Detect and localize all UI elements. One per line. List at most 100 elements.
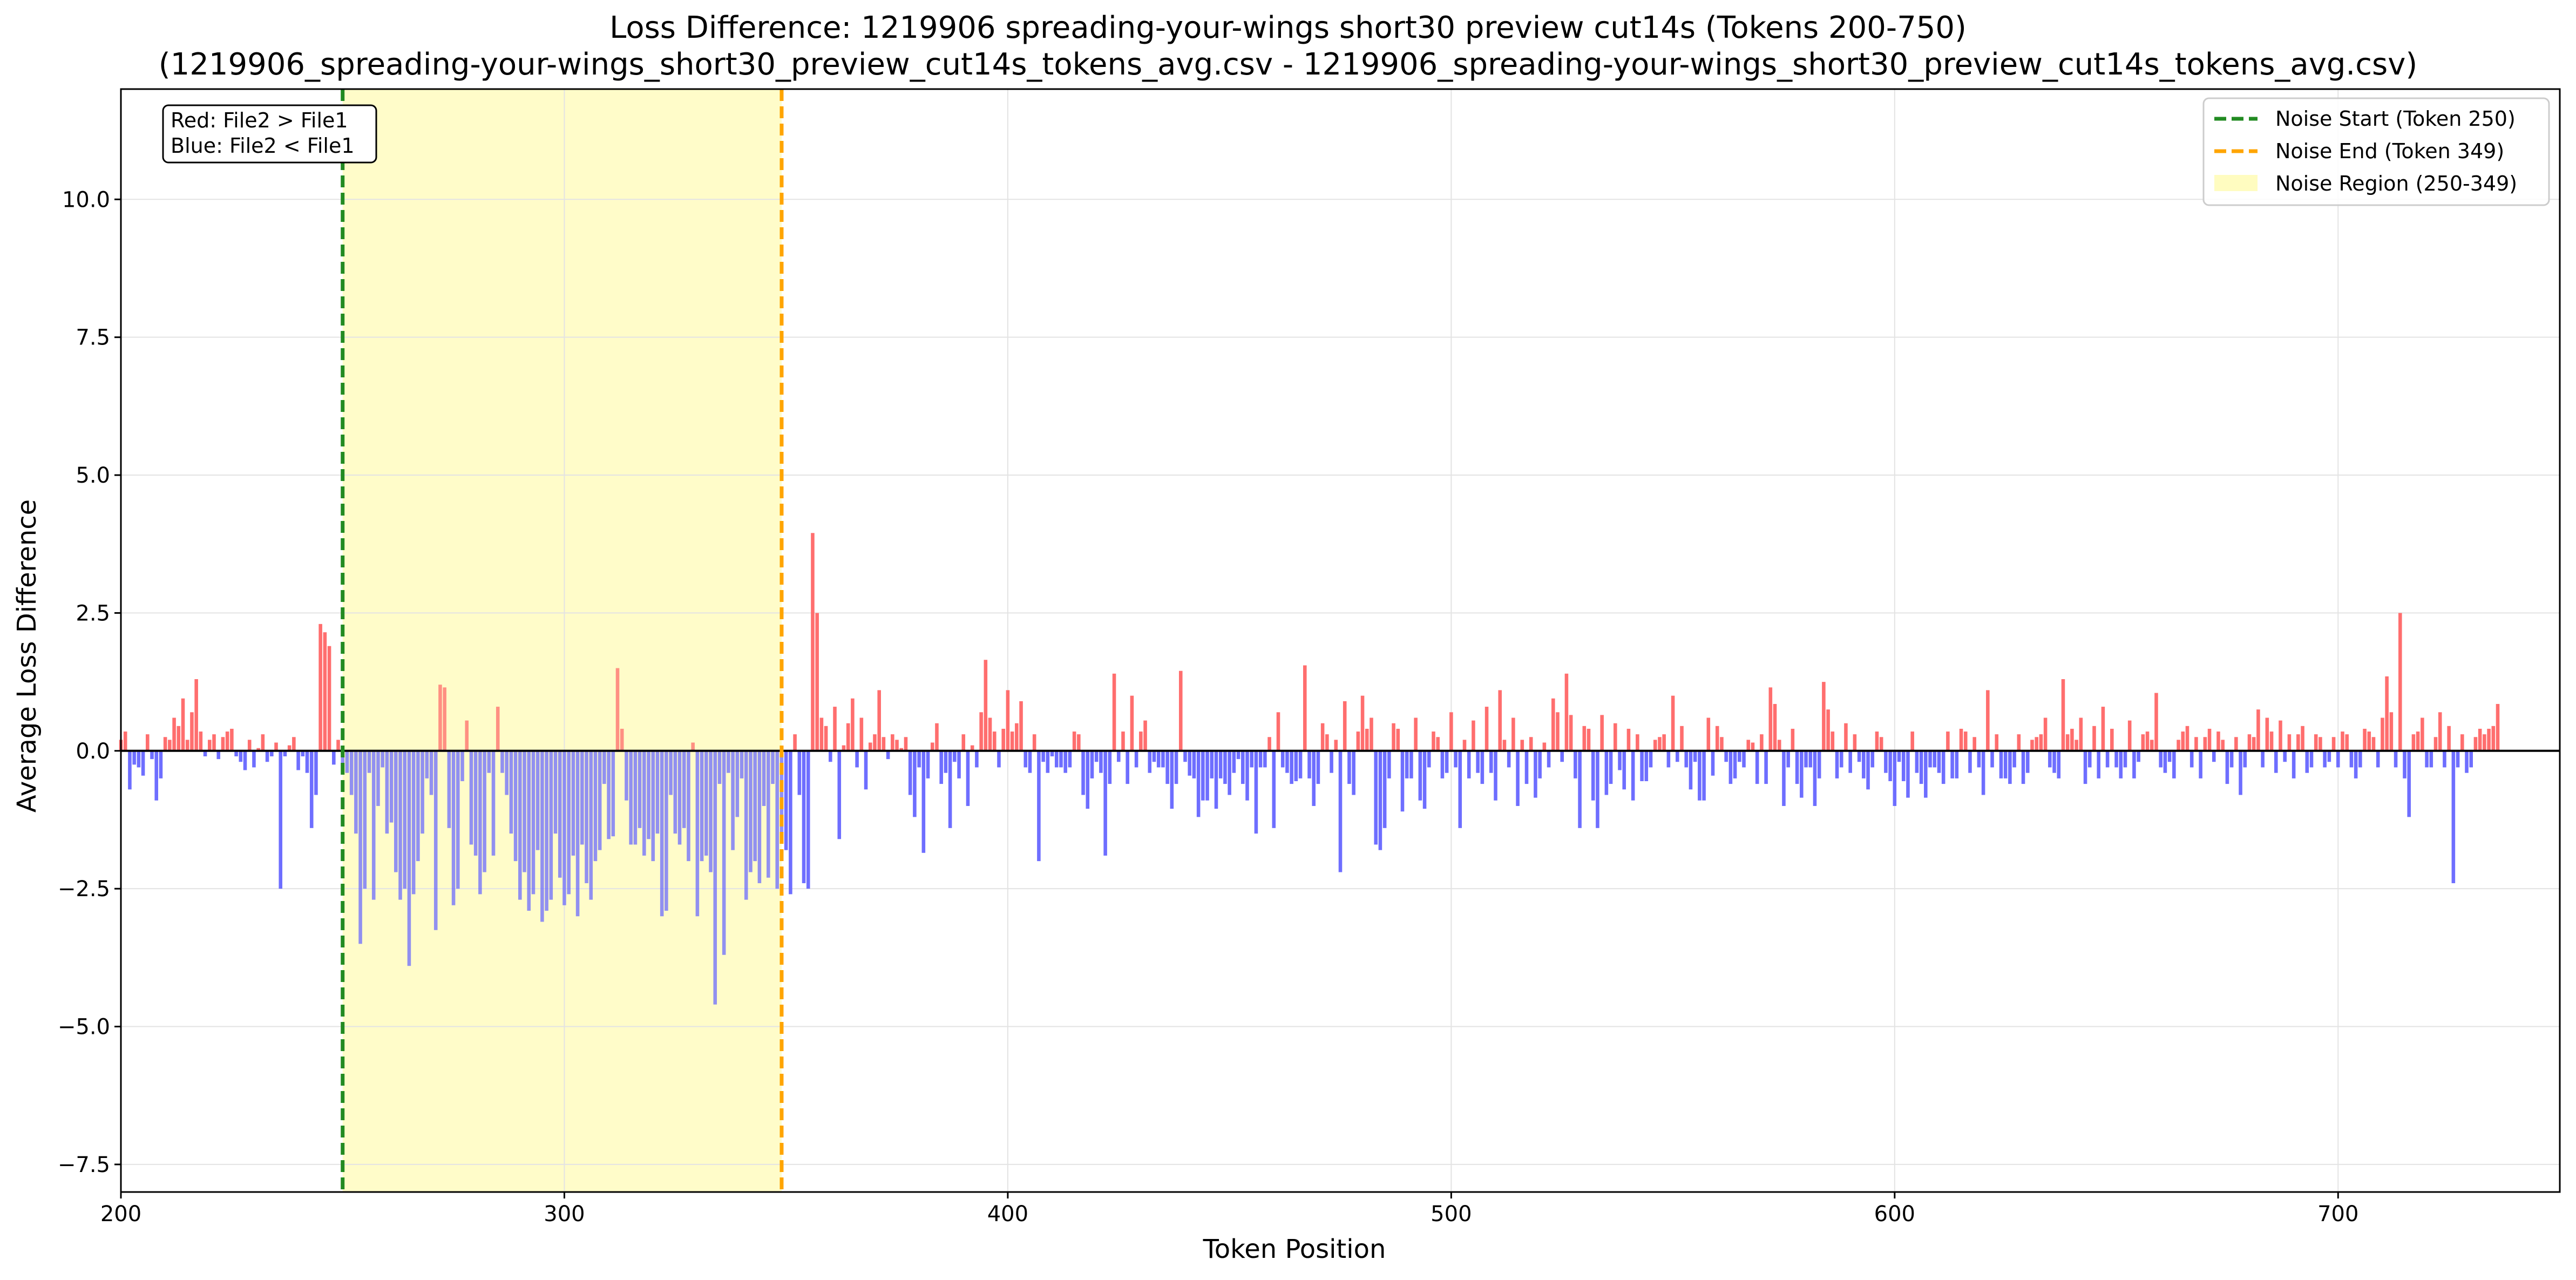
bar-token-573 [1773, 703, 1777, 751]
bar-token-735 [2491, 726, 2496, 751]
bar-token-330 [695, 750, 700, 917]
bar-token-368 [864, 750, 868, 790]
bar-token-422 [1103, 750, 1107, 856]
bar-token-446 [1210, 750, 1214, 778]
bar-token-269 [425, 750, 429, 778]
bar-token-459 [1267, 737, 1271, 751]
bar-token-416 [1077, 734, 1081, 751]
bar-token-417 [1081, 750, 1085, 795]
bar-token-721 [2429, 750, 2433, 768]
bar-token-275 [451, 750, 456, 905]
bar-token-444 [1201, 750, 1205, 801]
bar-token-645 [2092, 726, 2096, 751]
bar-token-360 [829, 750, 832, 762]
bar-token-654 [2132, 750, 2136, 778]
bar-token-220 [208, 740, 212, 751]
bar-token-255 [363, 750, 367, 889]
bar-token-475 [1338, 750, 1343, 872]
bar-token-574 [1777, 740, 1781, 751]
bar-token-216 [190, 712, 194, 751]
bar-token-570 [1760, 734, 1764, 751]
bar-token-540 [1626, 728, 1631, 751]
bar-token-324 [669, 750, 673, 795]
x-tick-label: 400 [987, 1202, 1028, 1227]
bar-token-588 [1839, 750, 1843, 768]
bar-token-642 [2079, 717, 2083, 751]
bar-token-470 [1316, 750, 1320, 784]
bar-token-436 [1165, 750, 1169, 784]
bar-token-679 [2243, 750, 2247, 768]
bar-token-684 [2265, 717, 2269, 751]
bar-token-314 [625, 750, 628, 801]
bar-token-580 [1804, 750, 1808, 768]
bar-token-281 [478, 750, 482, 895]
bar-token-594 [1866, 750, 1870, 790]
bar-token-728 [2460, 734, 2464, 751]
bar-token-482 [1370, 717, 1373, 751]
bar-token-704 [2354, 750, 2358, 778]
bar-token-276 [456, 750, 460, 889]
bar-token-597 [1879, 737, 1883, 751]
bar-token-377 [904, 737, 908, 751]
bar-token-298 [553, 750, 558, 834]
bar-token-712 [2389, 712, 2394, 751]
bar-token-443 [1196, 750, 1201, 817]
bar-token-525 [1560, 750, 1564, 762]
bar-token-655 [2137, 750, 2140, 762]
bar-token-566 [1742, 750, 1746, 768]
bar-token-634 [2043, 717, 2048, 751]
bar-token-552 [1680, 726, 1684, 751]
bar-token-389 [957, 750, 961, 778]
bar-token-705 [2358, 750, 2362, 768]
noise-region [342, 89, 782, 1192]
color-annotation: Red: File2 > File1 Blue: File2 < File1 [162, 104, 377, 164]
bar-token-557 [1702, 750, 1706, 801]
bar-token-491 [1409, 750, 1413, 778]
bar-token-396 [988, 717, 992, 751]
bar-token-373 [886, 750, 890, 760]
bar-token-304 [580, 750, 584, 845]
bar-token-523 [1551, 698, 1555, 751]
bar-token-205 [141, 750, 145, 776]
bar-token-204 [137, 750, 141, 768]
bar-token-323 [665, 750, 668, 911]
bar-token-674 [2221, 740, 2225, 751]
bar-token-387 [948, 750, 952, 828]
bar-token-632 [2035, 737, 2038, 751]
bar-token-454 [1245, 750, 1249, 801]
bar-token-391 [966, 750, 970, 806]
bar-token-376 [899, 748, 904, 751]
bar-token-487 [1392, 723, 1395, 751]
bar-token-565 [1738, 750, 1741, 762]
annotation-blue-text: Blue: File2 < File1 [171, 134, 355, 158]
bar-token-665 [2181, 732, 2185, 751]
bar-token-370 [873, 734, 877, 751]
legend-noise-region-swatch [2214, 175, 2258, 191]
bar-token-663 [2172, 750, 2176, 778]
bar-token-731 [2473, 737, 2478, 751]
x-tick-label: 500 [1431, 1202, 1472, 1227]
bar-token-448 [1218, 750, 1223, 778]
bar-token-322 [660, 750, 664, 917]
bar-token-732 [2478, 728, 2482, 751]
bar-token-497 [1436, 737, 1440, 751]
bar-token-202 [128, 750, 132, 790]
bar-token-622 [1990, 750, 1994, 768]
bar-token-232 [261, 734, 265, 751]
bar-token-492 [1414, 717, 1418, 751]
x-tick-label: 600 [1874, 1202, 1915, 1227]
bar-token-649 [2110, 728, 2114, 751]
bar-token-425 [1116, 750, 1121, 762]
bar-token-219 [203, 750, 207, 757]
bar-token-616 [1963, 732, 1968, 751]
bar-token-383 [930, 742, 934, 751]
legend: Noise Start (Token 250) Noise End (Token… [2202, 97, 2550, 206]
bar-token-575 [1782, 750, 1786, 806]
bar-token-237 [283, 750, 287, 757]
bar-token-447 [1214, 750, 1218, 809]
bar-token-521 [1542, 742, 1547, 751]
bar-token-724 [2443, 750, 2446, 768]
bar-token-651 [2119, 750, 2123, 778]
bar-token-214 [181, 698, 185, 751]
bar-token-589 [1844, 723, 1848, 751]
